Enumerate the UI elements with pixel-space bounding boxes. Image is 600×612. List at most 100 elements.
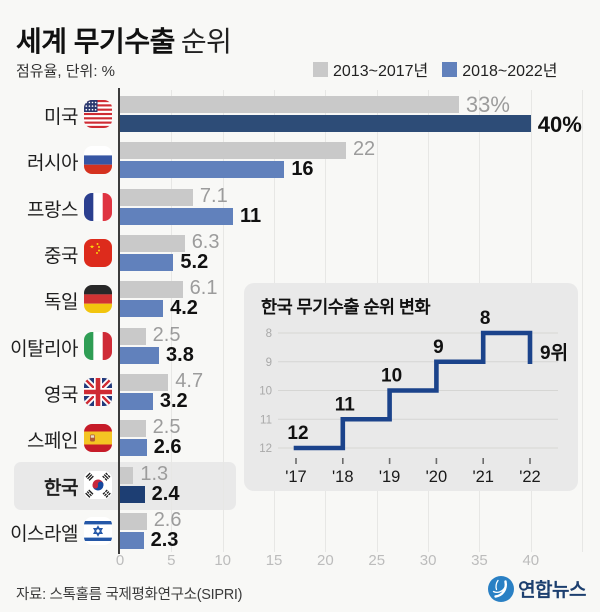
inset-point-label: 8 [480,308,491,329]
country-label-spain: 스페인 [27,431,78,453]
value-label-2018-2022: 11 [239,204,262,227]
flag-italy-icon [84,331,112,360]
inset-point-label: 9 [433,337,444,358]
gridline [171,90,173,552]
flag-spain-icon [84,424,112,453]
flag-germany-icon [84,285,112,314]
flag-france-icon [84,192,112,221]
inset-x-tick-label: '20 [426,468,448,486]
country-label-israel: 이스라엘 [10,524,78,546]
value-label-2013-2017: 2.5 [152,323,181,346]
bar-2018-2022 [120,346,160,364]
flag-uk-icon [84,378,112,407]
logo-text: 연합뉴스 [518,580,586,601]
flag-israel-icon [84,517,112,546]
inset-x-tick-label: '19 [379,468,401,486]
value-label-2013-2017: 6.3 [191,231,220,254]
x-axis-tick-label: 5 [167,552,176,569]
source-text: 자료: 스톡홀름 국제평화연구소(SIPRI) [16,587,243,603]
y-axis-line [118,88,120,554]
inset-title: 한국 무기수출 순위 변화 [261,297,431,317]
inset-x-tick-label: '22 [519,468,541,486]
inset-y-tick-label: 8 [266,328,272,340]
bar-2013-2017 [120,513,147,531]
inset-final-rank-label: 9위 [540,342,568,364]
x-axis-tick-label: 0 [115,552,125,569]
bar-2018-2022 [120,300,164,318]
bar-2018-2022 [120,439,147,457]
value-label-2013-2017: 2.5 [152,416,181,439]
bar-2018-2022 [120,207,233,225]
country-label-germany: 독일 [44,292,78,314]
legend-item-2018-2022: 2018~2022년 [442,57,558,81]
flag-china-icon [84,239,112,268]
inset-x-tick-label: '21 [472,468,494,486]
legend-label: 2013~2017년 [333,63,429,80]
x-axis-tick-label: 30 [419,552,437,569]
legend-label: 2018~2022년 [462,63,558,80]
bar-2013-2017 [120,188,193,206]
yonhap-logo: 연합뉴스 [488,575,586,602]
x-axis-tick-label: 20 [317,552,334,569]
legend-swatch-blue-icon [442,61,458,77]
inset-step-chart: 8 9 10 11 12 '17 '18 '19 '20 '21 '22 12 11 10 9 8 9위 [259,308,568,486]
bar-2013-2017 [120,142,346,160]
title-main: 세계 무기수출 [16,26,175,57]
value-label-2018-2022: 2.4 [151,482,180,505]
inset-y-tick-label: 11 [260,414,272,426]
country-label-russia: 러시아 [27,153,78,175]
bar-2013-2017 [120,374,169,392]
bar-2013-2017 [120,235,185,253]
legend-item-2013-2017: 2013~2017년 [313,57,428,81]
bar-2013-2017 [120,420,146,438]
page-title: 세계 무기수출 순위 [16,20,232,60]
value-label-2013-2017: 1.3 [140,462,169,485]
bar-2018-2022 [120,532,144,550]
flag-russia-icon [84,146,112,175]
inset-point-label: 10 [381,366,402,387]
value-label-2018-2022: 5.2 [180,251,209,274]
inset-x-tick-label: '17 [285,468,307,486]
title-sub: 순위 [180,26,232,57]
bar-2013-2017 [120,281,183,299]
bar-2018-2022 [120,485,145,503]
value-label-2013-2017: 6.1 [189,277,218,300]
value-label-2018-2022: 2.3 [150,529,179,552]
country-label-china: 중국 [44,246,78,268]
x-axis-tick-label: 25 [368,552,386,569]
value-label-2018-2022: 3.8 [166,343,194,366]
inset-x-tick-label: '18 [332,468,354,486]
bar-2013-2017 [120,96,459,113]
legend-swatch-gray-icon [313,61,328,77]
inset-point-label: 11 [335,394,356,415]
inset-step-line [293,330,533,451]
value-label-2013-2017: 7.1 [199,184,228,207]
value-label-2018-2022: 2.6 [153,436,182,459]
gridline [582,90,584,552]
bar-2018-2022 [120,254,174,272]
bar-2018-2022 [120,161,285,179]
country-label-usa: 미국 [44,107,78,128]
value-label-2018-2022: 40% [537,112,582,137]
inset-y-tick-label: 12 [259,443,272,455]
gridline [222,90,224,552]
value-label-2013-2017: 22 [352,138,376,161]
bar-2018-2022 [120,115,531,132]
yonhap-globe-icon [488,575,515,602]
country-label-italy: 이탈리아 [10,338,78,360]
inset-panel: 한국 무기수출 순위 변화 8 9 10 11 12 '17 '18 '19 '20 '21 '22… [244,283,578,491]
value-label-2018-2022: 4.2 [170,297,198,320]
flag-south-korea-icon [84,470,112,499]
inset-y-tick-label: 9 [266,357,272,369]
x-axis-tick-label: 10 [214,552,232,569]
value-label-2013-2017: 2.6 [153,509,182,532]
flag-usa-icon [84,100,112,128]
x-axis-tick-label: 40 [522,552,540,569]
x-axis-tick-label: 15 [265,552,283,569]
inset-point-label: 12 [287,423,308,444]
x-axis-tick-label: 35 [471,552,488,569]
legend: 2013~2017년 2018~2022년 [313,57,558,81]
value-label-2013-2017: 33% [465,92,510,117]
value-label-2018-2022: 3.2 [159,390,188,413]
